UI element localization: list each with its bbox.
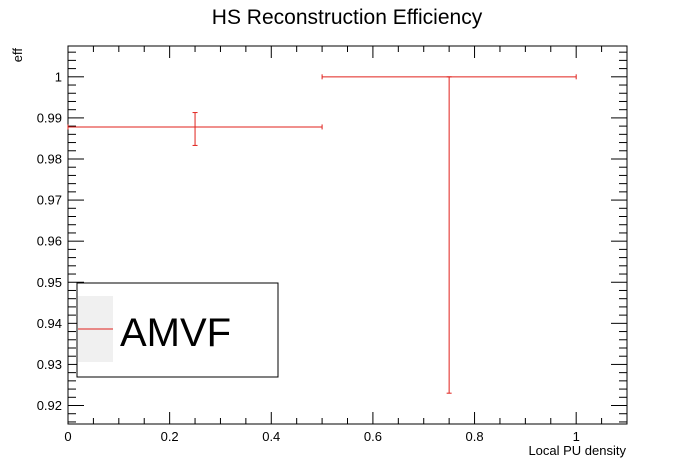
y-tick-label: 0.99 — [37, 110, 62, 125]
legend-entry-amvf: AMVF — [120, 311, 231, 355]
legend: AMVF — [76, 282, 279, 378]
x-axis-ticks: 0 0.2 0.4 0.6 0.8 1 — [64, 46, 628, 444]
y-tick-label: 0.95 — [37, 275, 62, 290]
y-tick-label: 0.92 — [37, 398, 62, 413]
x-tick-label: 1 — [573, 429, 580, 444]
x-tick-label: 0.6 — [364, 429, 382, 444]
x-tick-label: 0.8 — [466, 429, 484, 444]
x-tick-label: 0 — [64, 429, 71, 444]
y-tick-label: 0.96 — [37, 234, 62, 249]
x-axis-label: Local PU density — [528, 443, 626, 458]
data-marks — [67, 74, 577, 394]
y-tick-label: 0.94 — [37, 316, 62, 331]
y-axis-label: eff — [10, 48, 25, 63]
y-axis-ticks: 0.92 0.93 0.94 0.95 0.96 0.97 0.98 0.99 1 — [37, 51, 627, 423]
chart-title: HS Reconstruction Efficiency — [212, 6, 483, 29]
y-tick-label: 1 — [55, 69, 62, 84]
x-tick-label: 0.4 — [262, 429, 280, 444]
y-tick-label: 0.98 — [37, 151, 62, 166]
y-tick-label: 0.93 — [37, 357, 62, 372]
y-tick-label: 0.97 — [37, 193, 62, 208]
x-tick-label: 0.2 — [161, 429, 179, 444]
